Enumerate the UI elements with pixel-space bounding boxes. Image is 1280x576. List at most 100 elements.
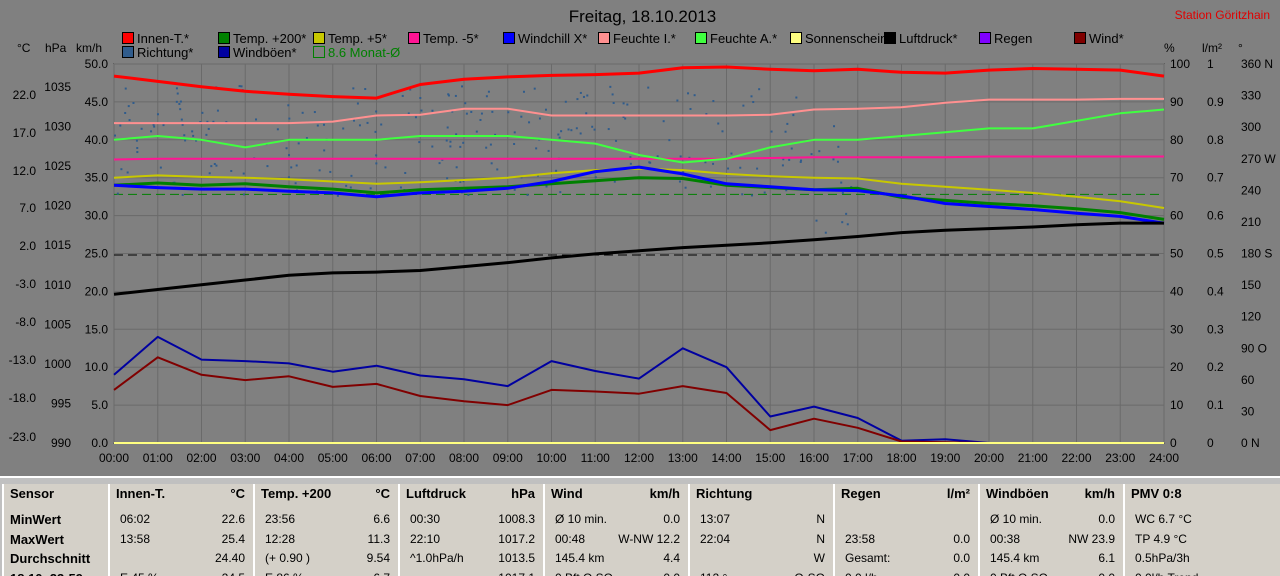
direction-point <box>534 88 536 90</box>
temp-tick-label: -18.0 <box>9 391 37 405</box>
direction-point <box>359 124 361 126</box>
pressure-tick-label: 1025 <box>44 159 71 173</box>
stats-cell-value: 22.6 <box>222 512 245 526</box>
temp-tick-label: 12.0 <box>13 164 37 178</box>
direction-point <box>181 119 183 121</box>
direction-point <box>129 119 131 121</box>
direction-point <box>680 155 682 157</box>
rain-tick-label: 0.2 <box>1207 360 1224 374</box>
x-tick-label: 10:00 <box>536 451 566 465</box>
stats-row: 0.5hPa/3h <box>1125 549 1280 569</box>
x-tick-label: 13:00 <box>668 451 698 465</box>
humidity-tick-label: 10 <box>1170 398 1184 412</box>
direction-point <box>591 126 593 128</box>
temp-tick-label: -3.0 <box>15 277 36 291</box>
direction-point <box>288 154 290 156</box>
direction-point <box>367 122 369 124</box>
x-tick-label: 11:00 <box>581 451 610 465</box>
direction-point <box>160 167 162 169</box>
stats-header-label: Windböen <box>986 486 1049 501</box>
stats-row: W <box>690 549 833 569</box>
direction-point <box>459 146 461 148</box>
x-tick-label: 03:00 <box>230 451 260 465</box>
direction-point <box>613 102 615 104</box>
pressure-tick-label: 1030 <box>44 120 71 134</box>
direction-point <box>466 113 468 115</box>
stats-cell-value: 0.0 <box>953 532 970 546</box>
direction-point <box>375 162 377 164</box>
stats-header-unit: hPa <box>511 486 535 501</box>
stats-row: MinWert <box>4 510 108 530</box>
direction-point <box>507 111 509 113</box>
stats-row: 0.0 l/h0.0 <box>835 569 978 576</box>
stats-header-unit: °C <box>230 486 245 501</box>
stats-cell-left: 23:58 <box>845 532 875 546</box>
direction-point <box>449 141 451 143</box>
rain-tick-label: 0.6 <box>1207 209 1224 223</box>
direction-point <box>243 173 245 175</box>
direction-point <box>782 164 784 166</box>
stats-row: 0 Bft O SO0.0 <box>980 569 1123 576</box>
direction-point <box>488 91 490 93</box>
direction-point <box>630 163 632 165</box>
humidity-tick-label: 100 <box>1170 57 1190 71</box>
direction-point <box>180 101 182 103</box>
direction-point <box>296 164 298 166</box>
humidity-tick-label: 50 <box>1170 247 1184 261</box>
temp-tick-label: -23.0 <box>9 430 37 444</box>
direction-point <box>710 186 712 188</box>
direction-point <box>448 94 450 96</box>
direction-point <box>565 101 567 103</box>
direction-point <box>370 187 372 189</box>
stats-header-label: Innen-T. <box>116 486 165 501</box>
stats-row: 24.40 <box>110 549 253 569</box>
humidity-tick-label: 40 <box>1170 284 1184 298</box>
rain-tick-label: 1 <box>1207 57 1214 71</box>
direction-point <box>560 130 562 132</box>
direction-point <box>539 117 541 119</box>
direction-point <box>614 181 616 183</box>
stats-cell-left: E 86 % <box>265 571 304 576</box>
wind-tick-label: 15.0 <box>85 322 109 336</box>
x-tick-label: 00:00 <box>99 451 129 465</box>
direction-point <box>752 101 754 103</box>
direction-point <box>184 139 186 141</box>
direction-point <box>404 172 406 174</box>
direction-point <box>439 162 441 164</box>
temp-tick-label: 2.0 <box>19 239 36 253</box>
stats-header-label: Regen <box>841 486 881 501</box>
stats-column: PMV 0:8WC 6.7 °CTP 4.9 °C0.5hPa/3h0.0l/h… <box>1123 484 1280 576</box>
stats-cell-left: 22:04 <box>700 532 730 546</box>
direction-point <box>594 129 596 131</box>
direction-point <box>689 108 691 110</box>
direction-point <box>586 94 588 96</box>
stats-cell-value: 4.4 <box>663 551 680 565</box>
direction-point <box>785 131 787 133</box>
stats-cell-value: 6.7 <box>373 571 390 576</box>
direction-point <box>350 186 352 188</box>
direction-point <box>841 221 843 223</box>
temp-tick-label: 7.0 <box>19 201 36 215</box>
direction-point <box>375 131 377 133</box>
direction-point <box>125 88 127 90</box>
humidity-tick-label: 70 <box>1170 171 1184 185</box>
direction-point <box>114 135 116 137</box>
stats-header: PMV 0:8 <box>1125 484 1280 510</box>
x-tick-label: 12:00 <box>624 451 654 465</box>
stats-header-label: Sensor <box>10 486 54 501</box>
direction-point <box>208 128 210 130</box>
direction-point <box>570 129 572 131</box>
pressure-tick-label: 1010 <box>44 278 71 292</box>
direction-point <box>302 112 304 114</box>
direction-point <box>792 114 794 116</box>
stats-row: MaxWert <box>4 530 108 550</box>
direction-point <box>323 124 325 126</box>
direction-point <box>657 155 659 157</box>
direction-point <box>676 100 678 102</box>
